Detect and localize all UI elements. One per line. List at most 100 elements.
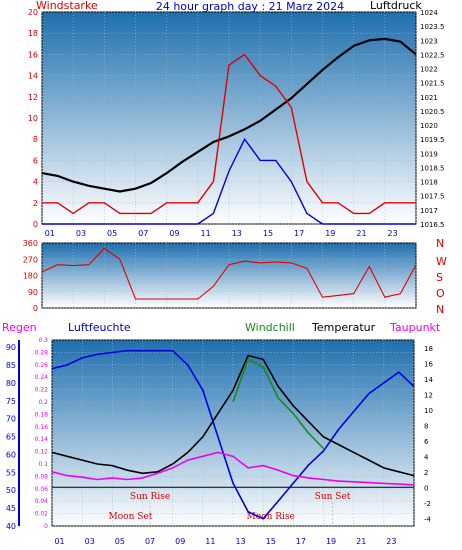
- y-tick-label-wind: 0: [33, 220, 38, 229]
- y-tick-label-pressure: 1021.5: [420, 80, 445, 88]
- y-tick-label-pressure: 1017.5: [420, 193, 445, 201]
- y-tick-label-temperature: 12: [424, 391, 433, 399]
- y-tick-label-rain: 0.18: [35, 411, 49, 418]
- y-tick-label-rain: 0.06: [35, 486, 49, 493]
- sun-set-annotation: Sun Set: [315, 492, 351, 502]
- series-windchill: [232, 358, 325, 450]
- y-tick-label-pressure: 1022: [420, 66, 438, 74]
- y-tick-label-direction: 90: [28, 288, 38, 297]
- y-tick-label-rain: 0.12: [35, 449, 49, 456]
- x-tick-label: 09: [175, 537, 185, 546]
- compass-label: S: [436, 271, 443, 284]
- y-tick-label-humidity: 70: [6, 415, 16, 424]
- y-tick-label-rain: 0.08: [35, 473, 49, 480]
- x-tick-label: 21: [356, 229, 366, 238]
- y-tick-label-temperature: -4: [424, 515, 432, 523]
- y-tick-label-pressure: 1018.5: [420, 164, 445, 172]
- x-tick-label: 19: [325, 229, 335, 238]
- y-tick-label-pressure: 1024: [420, 9, 438, 17]
- x-tick-label: 05: [115, 537, 125, 546]
- x-tick-label: 17: [294, 229, 304, 238]
- y-tick-label-direction: 0: [33, 304, 38, 313]
- x-tick-label: 13: [232, 229, 242, 238]
- x-tick-label: 09: [169, 229, 179, 238]
- series-taupunkt: [51, 451, 415, 486]
- x-tick-label: 21: [356, 537, 366, 546]
- y-tick-label-humidity: 40: [6, 522, 16, 531]
- x-tick-label: 07: [145, 537, 155, 546]
- y-tick-label-wind: 14: [28, 72, 38, 81]
- y-tick-label-rain: 0.1: [38, 461, 48, 468]
- temperature-label: Temperatur: [311, 321, 376, 334]
- x-tick-label: 15: [263, 229, 273, 238]
- y-tick-label-rain: 0.04: [35, 498, 49, 505]
- y-tick-label-pressure: 1023: [420, 37, 438, 45]
- x-tick-label: 19: [326, 537, 336, 546]
- y-tick-label-rain: 0.14: [35, 436, 49, 443]
- y-tick-label-wind: 4: [33, 178, 38, 187]
- moon-set-annotation: Moon Set: [109, 512, 153, 522]
- y-tick-label-humidity: 55: [6, 468, 16, 477]
- series-black: [41, 37, 417, 193]
- y-tick-label-humidity: 90: [6, 343, 16, 352]
- y-tick-label-wind: 12: [28, 93, 38, 102]
- compass-label: W: [436, 255, 447, 268]
- x-tick-label: 03: [85, 537, 95, 546]
- y-tick-label-rain: 0.26: [35, 362, 49, 369]
- x-tick-label: 23: [388, 229, 398, 238]
- x-tick-label: 11: [205, 537, 215, 546]
- series-direction: [41, 247, 417, 300]
- y-tick-label-temperature: 0: [424, 484, 428, 492]
- series-temperatur: [51, 354, 415, 477]
- x-tick-label: 07: [138, 229, 148, 238]
- y-tick-label-humidity: 85: [6, 361, 16, 370]
- y-tick-label-pressure: 1016.5: [420, 221, 445, 229]
- y-tick-label-temperature: 10: [424, 407, 433, 415]
- y-tick-label-temperature: 4: [424, 453, 429, 461]
- y-tick-label-direction: 360: [23, 239, 38, 248]
- y-tick-label-direction: 180: [23, 272, 38, 281]
- dewpoint-label: Taupunkt: [389, 321, 441, 334]
- page-title: 24 hour graph day : 21 Marz 2024: [155, 0, 345, 13]
- y-tick-label-rain: 0: [44, 523, 48, 530]
- y-tick-label-humidity: 65: [6, 433, 16, 442]
- y-tick-label-pressure: 1020: [420, 122, 438, 130]
- y-tick-label-wind: 2: [33, 199, 38, 208]
- x-tick-label: 17: [296, 537, 306, 546]
- x-tick-label: 01: [54, 537, 64, 546]
- y-tick-label-humidity: 45: [6, 504, 16, 513]
- y-tick-label-wind: 20: [28, 8, 38, 17]
- moon-rise-annotation: Moon Rise: [247, 512, 295, 522]
- sun-rise-annotation: Sun Rise: [130, 492, 170, 502]
- x-tick-label: 01: [45, 229, 55, 238]
- y-tick-label-pressure: 1022.5: [420, 51, 445, 59]
- y-tick-label-rain: 0.22: [35, 387, 49, 394]
- pressure-axis-title: Luftdruck: [370, 0, 422, 12]
- y-tick-label-rain: 0.3: [38, 337, 48, 344]
- x-tick-label: 13: [235, 537, 245, 546]
- humidity-label: Luftfeuchte: [68, 321, 131, 334]
- y-tick-label-wind: 16: [28, 50, 38, 59]
- y-tick-label-temperature: 6: [424, 438, 429, 446]
- x-tick-label: 23: [386, 537, 396, 546]
- y-tick-label-wind: 10: [28, 114, 38, 123]
- y-tick-label-pressure: 1017: [420, 207, 438, 215]
- y-tick-label-humidity: 80: [6, 379, 16, 388]
- y-tick-label-wind: 8: [33, 135, 38, 144]
- x-tick-label: 03: [76, 229, 86, 238]
- y-tick-label-wind: 18: [28, 29, 38, 38]
- x-tick-label: 11: [201, 229, 211, 238]
- y-tick-label-humidity: 60: [6, 450, 16, 459]
- y-tick-label-rain: 0.2: [38, 399, 48, 406]
- y-tick-label-pressure: 1018: [420, 179, 438, 187]
- y-tick-label-humidity: 75: [6, 397, 16, 406]
- y-tick-label-pressure: 1019.5: [420, 136, 445, 144]
- y-tick-label-rain: 0.28: [35, 349, 49, 356]
- compass-label: N: [436, 303, 444, 316]
- y-tick-label-temperature: 14: [424, 376, 433, 384]
- series-red: [42, 53, 416, 215]
- y-tick-label-rain: 0.24: [35, 374, 49, 381]
- y-tick-label-pressure: 1019: [420, 150, 438, 158]
- y-tick-label-temperature: 2: [424, 469, 428, 477]
